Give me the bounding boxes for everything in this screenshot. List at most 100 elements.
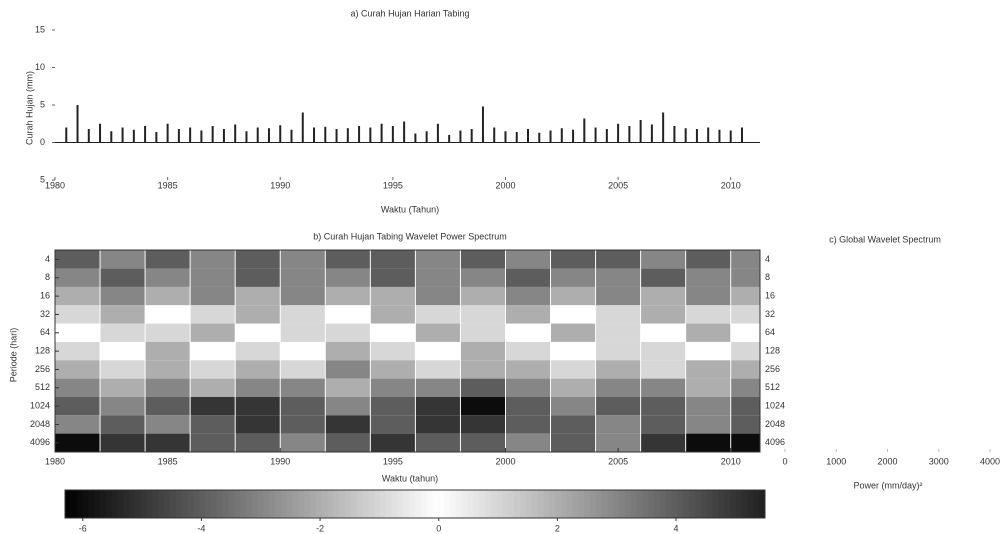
heatmap-cell	[416, 305, 460, 323]
heatmap-cell	[101, 434, 145, 452]
heatmap-cell	[146, 360, 190, 378]
colorbar-step	[567, 490, 573, 518]
heatmap-cell	[551, 269, 595, 287]
colorbar-step	[123, 490, 129, 518]
heatmap-cell	[101, 305, 145, 323]
colorbar-step	[427, 490, 433, 518]
colorbar-step	[252, 490, 258, 518]
colorbar-step	[532, 490, 538, 518]
chart-title: a) Curah Hujan Harian Tabing	[351, 8, 470, 18]
colorbar-step	[578, 490, 584, 518]
heatmap-cell	[55, 342, 99, 360]
heatmap-cell	[461, 287, 505, 305]
x-tick-label: 1980	[45, 180, 65, 190]
x-axis-label: Waktu (Tahun)	[381, 204, 439, 214]
colorbar-step	[462, 490, 468, 518]
colorbar-step	[164, 490, 170, 518]
heatmap-cell	[55, 287, 99, 305]
colorbar-step	[322, 490, 328, 518]
heatmap-cell	[686, 287, 730, 305]
heatmap-cell	[146, 269, 190, 287]
colorbar-step	[718, 490, 724, 518]
heatmap-cell	[326, 360, 370, 378]
heatmap-cell	[101, 287, 145, 305]
heatmap-cell	[731, 360, 760, 378]
heatmap-cell	[326, 287, 370, 305]
heatmap-cell	[641, 287, 685, 305]
colorbar-step	[298, 490, 304, 518]
colorbar-step	[730, 490, 736, 518]
heatmap-cell	[236, 379, 280, 397]
heatmap-cell	[461, 360, 505, 378]
heatmap-cell	[326, 434, 370, 452]
colorbar-step	[398, 490, 404, 518]
heatmap-cell	[326, 305, 370, 323]
x-tick-label: 3000	[929, 456, 949, 466]
colorbar-step	[363, 490, 369, 518]
heatmap-cell	[326, 379, 370, 397]
heatmap-cell	[461, 269, 505, 287]
heatmap-cell	[731, 250, 760, 269]
y-tick-label: 15	[35, 24, 45, 34]
colorbar-step	[654, 490, 660, 518]
y2-tick-label: 2048	[765, 419, 785, 429]
heatmap-cell	[596, 269, 640, 287]
heatmap-cell	[191, 434, 235, 452]
y-tick-label: 2048	[30, 419, 50, 429]
colorbar-step	[479, 490, 485, 518]
colorbar-step	[753, 490, 759, 518]
heatmap-cell	[191, 397, 235, 415]
y-axis-label: Curah Hujan (mm)	[24, 71, 34, 145]
heatmap-cell	[191, 305, 235, 323]
heatmap-cell	[551, 415, 595, 433]
heatmap-cell	[281, 379, 325, 397]
x-axis-label: Power (mm/day)²	[853, 480, 922, 490]
heatmap-cell	[461, 379, 505, 397]
heatmap-cell	[55, 415, 99, 433]
colorbar-step	[433, 490, 439, 518]
x-tick-label: 1990	[270, 456, 290, 466]
heatmap-cell	[101, 324, 145, 342]
colorbar-step	[643, 490, 649, 518]
colorbar-step	[188, 490, 194, 518]
heatmap-cell	[686, 269, 730, 287]
colorbar-step	[269, 490, 275, 518]
heatmap-cell	[461, 397, 505, 415]
heatmap-cell	[416, 360, 460, 378]
heatmap-cell	[236, 287, 280, 305]
heatmap-cell	[326, 415, 370, 433]
heatmap-cell	[551, 305, 595, 323]
heatmap-cell	[371, 305, 415, 323]
colorbar-step	[374, 490, 380, 518]
y-tick-label: 4096	[30, 437, 50, 447]
heatmap-cell	[641, 415, 685, 433]
colorbar-step	[573, 490, 579, 518]
colorbar-step	[438, 490, 444, 518]
heatmap-cell	[731, 415, 760, 433]
colorbar-step	[631, 490, 637, 518]
colorbar-step	[182, 490, 188, 518]
heatmap-cell	[506, 415, 550, 433]
heatmap-cell	[146, 415, 190, 433]
colorbar-step	[648, 490, 654, 518]
colorbar-step	[228, 490, 234, 518]
colorbar-step	[409, 490, 415, 518]
colorbar-step	[217, 490, 223, 518]
colorbar-step	[135, 490, 141, 518]
heatmap-cell	[101, 397, 145, 415]
colorbar-step	[608, 490, 614, 518]
y-tick-label: 10	[35, 62, 45, 72]
heatmap-cell	[686, 305, 730, 323]
colorbar-step	[503, 490, 509, 518]
heatmap-cell	[326, 397, 370, 415]
heatmap-cell	[281, 324, 325, 342]
y-tick-label: 16	[40, 290, 50, 300]
colorbar-step	[637, 490, 643, 518]
heatmap-cell	[416, 379, 460, 397]
heatmap-cell	[281, 305, 325, 323]
heatmap-cell	[55, 360, 99, 378]
colorbar-step	[380, 490, 386, 518]
colorbar-step	[287, 490, 293, 518]
heatmap-cell	[641, 305, 685, 323]
heatmap-cell	[596, 342, 640, 360]
